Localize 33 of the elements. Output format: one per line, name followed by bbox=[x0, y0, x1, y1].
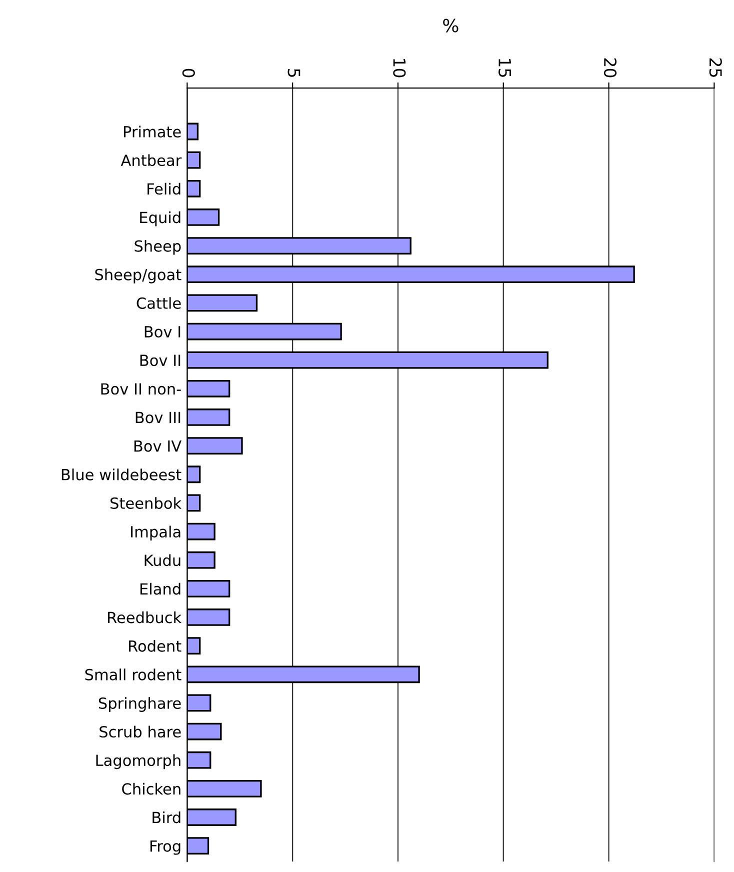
y-tick-label: Blue wildebeest bbox=[62, 468, 182, 480]
y-tick-label: Cattle bbox=[136, 297, 181, 309]
y-tick-label: Bird bbox=[152, 811, 180, 824]
y-tick-label: Bov I bbox=[144, 326, 180, 338]
y-tick-label: Felid bbox=[148, 182, 180, 195]
x-tick-label: 0 bbox=[182, 68, 195, 78]
y-tick-label: Chicken bbox=[122, 782, 180, 795]
x-tick-label: 25 bbox=[709, 58, 722, 77]
y-tick-label: Eland bbox=[140, 582, 180, 595]
y-tick-label: Steenbok bbox=[110, 497, 182, 509]
x-tick-label: 5 bbox=[288, 69, 300, 77]
y-tick-label: Equid bbox=[140, 211, 180, 226]
y-tick-label: Antbear bbox=[120, 154, 182, 166]
y-tick-label: Sheep/goat bbox=[95, 268, 182, 284]
y-tick-label: Scrub hare bbox=[100, 726, 181, 738]
y-tick-label: Kudu bbox=[144, 554, 180, 566]
x-tick-label: 20 bbox=[604, 58, 617, 78]
y-tick-label: Bov II bbox=[140, 354, 180, 366]
y-tick-label: Frog bbox=[150, 840, 180, 855]
y-tick-label: Primate bbox=[124, 126, 181, 138]
y-tick-label: Bov IV bbox=[134, 440, 182, 452]
x-axis-title: % bbox=[443, 18, 458, 32]
y-tick-label: Springhare bbox=[98, 697, 181, 712]
y-tick-label: Bov III bbox=[136, 412, 180, 424]
y-tick-label: Sheep bbox=[134, 240, 181, 255]
y-tick-label: Bov II non- bbox=[101, 383, 181, 395]
y-tick-label: Reedbuck bbox=[108, 611, 182, 624]
y-tick-label: Lagomorph bbox=[96, 754, 180, 770]
y-tick-label: Impala bbox=[131, 526, 180, 541]
x-tick-label: 10 bbox=[393, 58, 406, 78]
y-tick-label: Small rodent bbox=[85, 668, 182, 680]
x-tick-label: 15 bbox=[498, 58, 511, 77]
y-tick-label: Rodent bbox=[129, 640, 182, 652]
